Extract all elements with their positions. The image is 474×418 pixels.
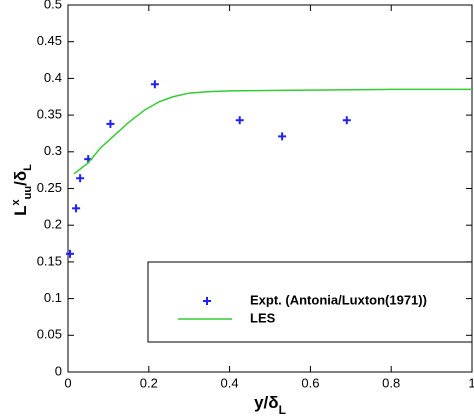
- x-tick-label: 0.2: [140, 375, 158, 390]
- x-tick-label: 0.8: [382, 375, 400, 390]
- legend-box: [147, 261, 473, 343]
- y-label-main: L: [11, 205, 30, 215]
- plus-marker: [106, 119, 115, 128]
- y-tick-label: 0.45: [37, 33, 62, 48]
- plus-marker: [278, 132, 287, 141]
- x-label-sub: L: [279, 403, 286, 417]
- y-tick-label: 0.35: [37, 107, 62, 122]
- y-tick-label: 0.05: [37, 327, 62, 342]
- x-tick-label: 0.6: [301, 375, 319, 390]
- x-label-main: y/δ: [254, 393, 279, 412]
- y-label-sup: x: [10, 198, 22, 205]
- x-axis-label: y/δL: [254, 393, 286, 417]
- y-tick-label: 0.4: [44, 70, 62, 85]
- plus-marker: [66, 249, 75, 258]
- y-label-sub2: L: [22, 164, 34, 171]
- legend-label: Expt. (Antonia/Luxton(1971)): [250, 292, 427, 307]
- y-tick-label: 0.15: [37, 253, 62, 268]
- x-tick-label: 0.4: [221, 375, 239, 390]
- y-tick-label: 0.3: [44, 143, 62, 158]
- plus-marker: [150, 80, 159, 89]
- x-tick-label: 1: [468, 375, 474, 390]
- plus-marker: [235, 116, 244, 125]
- y-tick-label: 0.2: [44, 217, 62, 232]
- y-label-sub: uu: [22, 186, 34, 199]
- y-tick-label: 0: [55, 363, 62, 378]
- plus-marker: [203, 297, 211, 305]
- y-axis-label: Lxuu/δL: [10, 164, 34, 216]
- plus-marker: [76, 174, 85, 183]
- legend-label: LES: [250, 310, 276, 325]
- plus-marker: [342, 116, 351, 125]
- line: [73, 88, 472, 175]
- plus-marker: [72, 204, 81, 213]
- y-tick-label: 0.25: [37, 180, 62, 195]
- y-tick-label: 0.5: [44, 0, 62, 11]
- y-label-rest: /δ: [11, 171, 30, 186]
- y-tick-label: 0.1: [44, 290, 62, 305]
- x-tick-label: 0: [64, 375, 71, 390]
